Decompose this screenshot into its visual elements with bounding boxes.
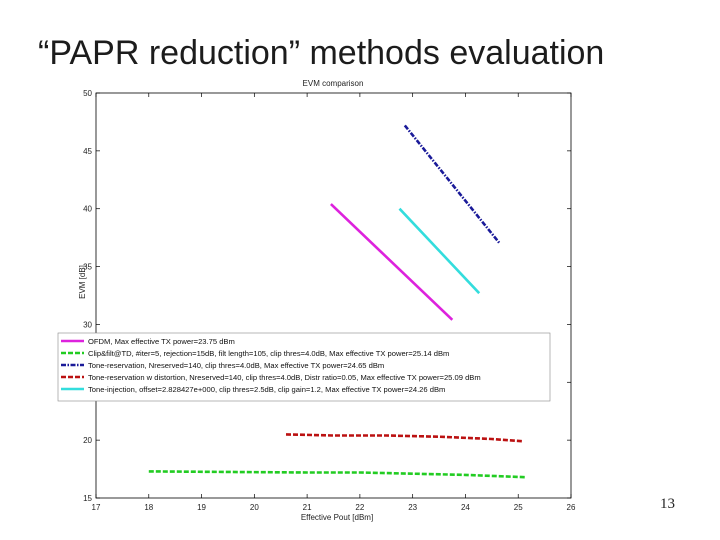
chart-title: EVM comparison [303, 79, 364, 88]
legend-label-1: OFDM, Max effective TX power=23.75 dBm [88, 337, 235, 346]
legend-label-4: Tone-reservation w distortion, Nreserved… [88, 373, 481, 382]
series-line-4 [285, 433, 524, 443]
series-line-1 [330, 203, 454, 321]
x-tick-label: 25 [514, 503, 523, 512]
page-number: 13 [660, 496, 675, 512]
legend-box [57, 332, 551, 402]
plot-area [95, 92, 572, 499]
y-tick-label: 35 [83, 263, 92, 272]
legend-label-2: Clip&filt@TD, #iter=5, rejection=15dB, f… [88, 349, 449, 358]
x-tick-label: 20 [250, 503, 259, 512]
x-tick-label: 24 [461, 503, 470, 512]
y-tick-label: 40 [83, 205, 92, 214]
series-line-2 [148, 470, 526, 479]
x-tick-label: 26 [567, 503, 576, 512]
legend: OFDM, Max effective TX power=23.75 dBm Cl… [57, 332, 551, 402]
y-tick-label: 45 [83, 147, 92, 156]
series-line-3 [403, 124, 501, 245]
x-tick-label: 17 [92, 503, 101, 512]
x-tick-label: 22 [355, 503, 364, 512]
series-line-5 [398, 207, 481, 295]
legend-label-5: Tone-injection, offset=2.828427e+000, cl… [88, 385, 445, 394]
y-tick-label: 50 [83, 89, 92, 98]
x-tick-label: 19 [197, 503, 206, 512]
y-axis-label: EVM [dB] [78, 265, 87, 299]
y-tick-label: 20 [83, 436, 92, 445]
x-tick-label: 23 [408, 503, 417, 512]
y-tick-label: 30 [83, 320, 92, 329]
y-tick-label: 15 [83, 494, 92, 503]
x-tick-label: 18 [144, 503, 153, 512]
x-axis-label: Effective Pout [dBm] [301, 513, 373, 522]
x-ticks: 17 18 19 20 21 22 23 24 25 26 [92, 93, 576, 512]
series-layer [148, 124, 526, 479]
slide-title: “PAPR reduction” methods evaluation [38, 34, 605, 72]
legend-label-3: Tone-reservation, Nreserved=140, clip th… [88, 361, 384, 370]
x-tick-label: 21 [303, 503, 312, 512]
